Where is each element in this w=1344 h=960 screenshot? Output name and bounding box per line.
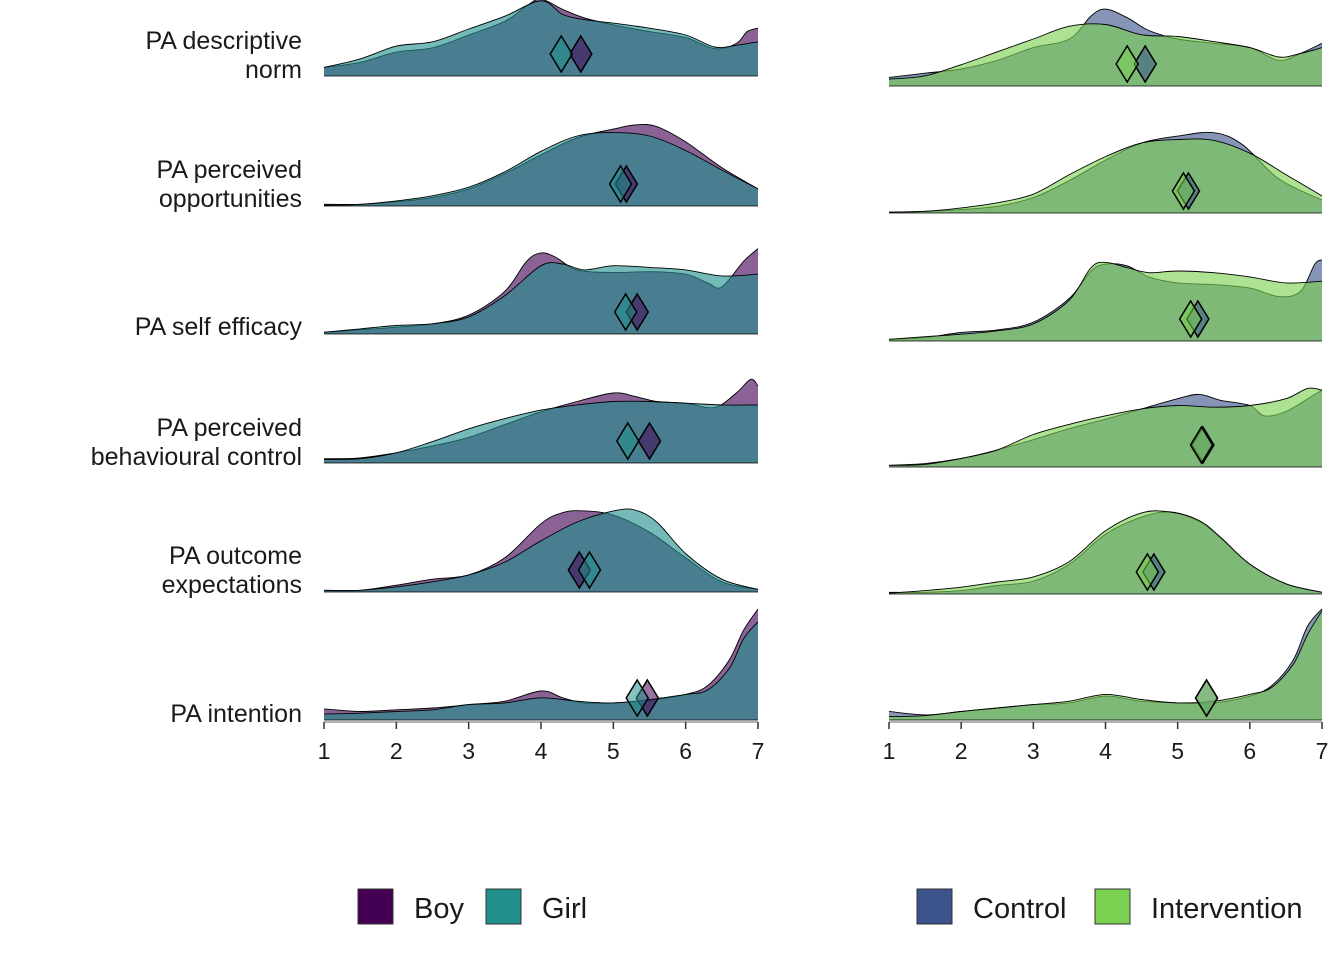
x-tick-label: 5 (607, 738, 620, 764)
row-label: norm (245, 56, 302, 84)
row-label: PA outcome (169, 542, 302, 570)
density-outline (888, 261, 1323, 340)
row-label: behavioural control (91, 443, 302, 471)
row-label: PA intention (170, 700, 302, 728)
mean-diamond (613, 292, 638, 332)
row-label: PA perceived (157, 156, 302, 184)
mean-diamond (1135, 552, 1160, 592)
row-label: expectations (162, 571, 302, 599)
density-area (889, 138, 1322, 213)
density-area (889, 510, 1322, 594)
mean-diamond (577, 550, 602, 590)
mean-diamond (615, 421, 640, 461)
density-outline (888, 138, 1323, 213)
x-tick-label: 7 (1316, 738, 1329, 764)
x-tick-label: 1 (318, 738, 331, 764)
x-tick-label: 2 (390, 738, 403, 764)
density-area (889, 388, 1322, 467)
density-outline (888, 610, 1323, 718)
density-outline (323, 132, 759, 206)
legend-swatch (916, 888, 953, 925)
x-tick-label: 1 (883, 738, 896, 764)
legend-label: Intervention (1151, 893, 1303, 925)
x-tick-label: 4 (535, 738, 548, 764)
density-area (889, 262, 1322, 341)
legend-label: Boy (414, 893, 464, 925)
mean-diamond (637, 421, 662, 461)
density-outline (323, 0, 759, 68)
density-outline (323, 621, 759, 715)
density-area (324, 0, 758, 77)
x-tick-label: 3 (462, 738, 475, 764)
mean-diamond (1133, 44, 1158, 84)
density-outline (888, 387, 1323, 466)
x-tick-label: 6 (679, 738, 692, 764)
legend-condition: Control Intervention (916, 888, 1303, 925)
density-area (324, 621, 758, 720)
density-outline (888, 510, 1323, 594)
x-tick-label: 5 (1171, 738, 1184, 764)
mean-diamond (625, 678, 650, 718)
legend-label: Control (973, 893, 1067, 925)
x-tick-label: 6 (1243, 738, 1256, 764)
density-area (324, 132, 758, 206)
mean-diamond (1194, 678, 1219, 718)
density-outline (323, 262, 759, 333)
x-tick-label: 4 (1099, 738, 1112, 764)
density-outline (323, 400, 759, 461)
density-area (889, 610, 1322, 720)
mean-diamond (1178, 299, 1203, 339)
row-label: opportunities (159, 185, 302, 213)
legend-swatch (1094, 888, 1131, 925)
legend-swatch (357, 888, 394, 925)
mean-diamond (549, 34, 574, 74)
legend-swatch (485, 888, 522, 925)
mean-diamond (1115, 44, 1140, 84)
legend-gender: Boy Girl (357, 888, 587, 925)
x-tick-label: 2 (955, 738, 968, 764)
density-area (324, 508, 758, 592)
mean-diamond (608, 164, 633, 204)
density-area (889, 23, 1322, 86)
row-label: PA descriptive (145, 27, 302, 55)
mean-diamond (568, 34, 593, 74)
x-axis-condition: 1 2 3 4 5 6 7 (883, 721, 1329, 764)
x-tick-label: 7 (752, 738, 765, 764)
panel-condition (888, 8, 1323, 721)
row-label: PA self efficacy (135, 313, 303, 341)
mean-diamond (1189, 425, 1214, 465)
panel-gender (323, 0, 759, 721)
row-label: PA perceived (157, 414, 302, 442)
legend-label: Girl (542, 893, 587, 925)
density-outline (888, 23, 1323, 80)
x-tick-label: 3 (1027, 738, 1040, 764)
mean-diamond (1171, 171, 1196, 211)
density-outline (323, 508, 759, 592)
density-area (324, 262, 758, 334)
x-axis-gender: 1 2 3 4 5 6 7 (318, 721, 765, 764)
